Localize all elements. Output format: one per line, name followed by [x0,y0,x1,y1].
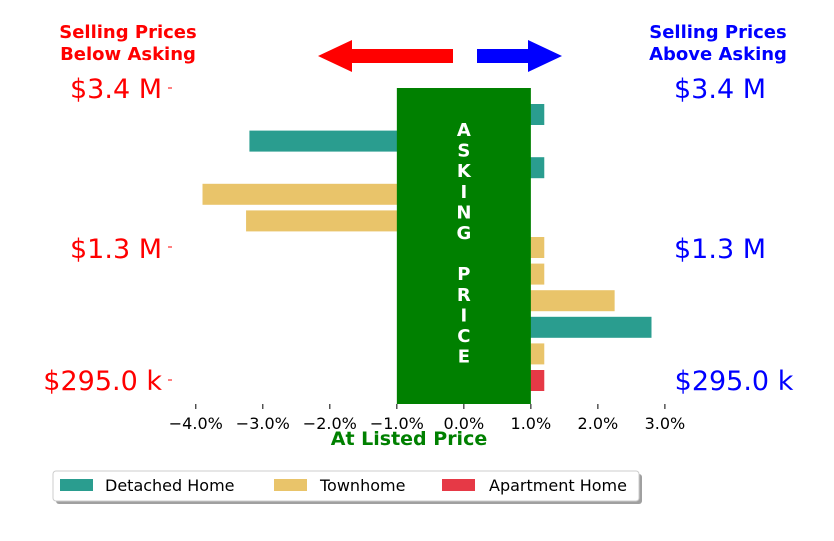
legend-swatch-apartment [442,479,475,491]
legend-swatch-detached [60,479,93,491]
left-price-label-bottom: $295.0 k [43,366,162,397]
legend-label-detached: Detached Home [105,476,235,495]
right-arrow-icon [477,40,562,72]
left-price-label-mid: $1.3 M [70,234,162,265]
x-axis: −4.0% −3.0% −2.0% −1.0% 0.0% 1.0% 2.0% 3.0% [169,404,685,433]
right-price-label-top: $3.4 M [674,74,766,105]
right-price-label-bottom: $295.0 k [675,366,794,397]
x-tick-label: 3.0% [645,414,686,433]
x-tick-label: −2.0% [303,414,357,433]
legend: Detached Home Townhome Apartment Home [52,470,642,504]
x-tick-label: −3.0% [236,414,290,433]
legend-label-apartment: Apartment Home [489,476,627,495]
below-asking-title-line1: Selling Prices [59,22,196,43]
legend-swatch-townhome [274,479,307,491]
x-tick-label: 0.0% [444,414,485,433]
x-tick-label: 2.0% [578,414,619,433]
asking-price-band [396,88,531,404]
left-arrow-icon [318,40,453,72]
left-price-label-top: $3.4 M [70,74,162,105]
x-tick-label: −1.0% [370,414,424,433]
below-asking-title-line2: Below Asking [60,44,196,65]
x-axis-label: At Listed Price [331,428,487,450]
right-price-label-mid: $1.3 M [674,234,766,265]
above-asking-title-line2: Above Asking [649,44,787,65]
legend-box [52,470,640,502]
above-asking-title-line1: Selling Prices [649,22,786,43]
legend-label-townhome: Townhome [319,476,405,495]
x-tick-label: 1.0% [511,414,552,433]
x-tick-label: −4.0% [169,414,223,433]
